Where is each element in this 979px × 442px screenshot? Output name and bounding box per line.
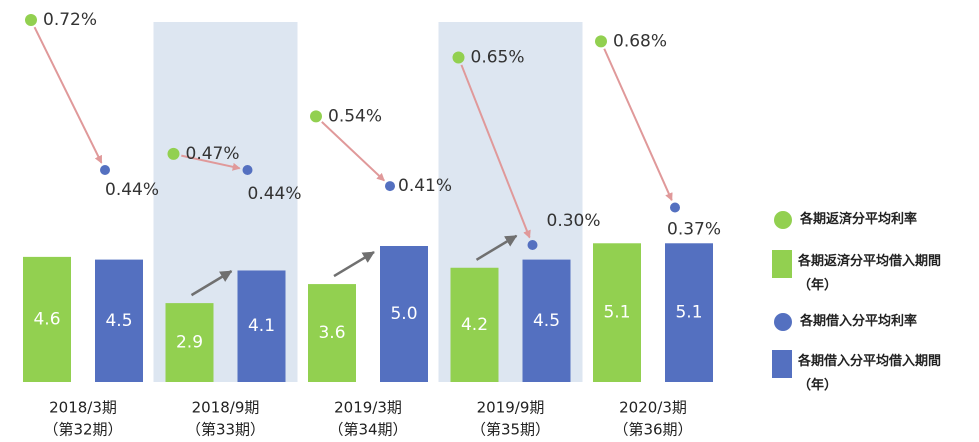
bar-value-label: 5.0 — [390, 304, 417, 324]
trend-arrow — [475, 234, 518, 261]
rate-dot — [670, 202, 680, 213]
rate-value-label: 0.44% — [248, 184, 302, 204]
rate-value-label: 0.44% — [105, 180, 159, 200]
legend-entry: 各期借入分平均借入期間（年） — [772, 350, 972, 398]
legend-swatch — [772, 250, 792, 278]
legend-swatch — [772, 350, 792, 378]
rate-dot — [242, 164, 253, 175]
x-tick-label: 2019/3期 — [334, 399, 402, 417]
bar — [522, 259, 571, 382]
trend-arrow — [190, 270, 233, 297]
bar — [665, 243, 713, 382]
legend-label: 各期借入分平均利率 — [800, 314, 918, 329]
rate-arrow — [460, 64, 531, 239]
rate-dot — [385, 181, 395, 192]
bar — [165, 303, 214, 382]
legend-swatch — [774, 211, 792, 229]
rate-value-label: 0.68% — [613, 31, 667, 51]
rate-value-label: 0.65% — [471, 47, 525, 67]
rate-dot — [310, 110, 322, 123]
bar — [95, 259, 143, 382]
rate-value-label: 0.30% — [547, 211, 601, 231]
bar-value-label: 4.5 — [105, 311, 132, 331]
bar — [450, 267, 499, 382]
bar — [593, 243, 641, 382]
x-tick-label: 2020/3期 — [619, 399, 687, 417]
bar-value-label: 5.1 — [603, 303, 630, 323]
bar — [380, 246, 428, 382]
rate-value-label: 0.72% — [43, 10, 97, 30]
legend-label: 各期借入分平均借入期間（年） — [798, 354, 942, 393]
bar — [23, 256, 71, 382]
rate-value-label: 0.37% — [667, 219, 721, 239]
legend-entry: 各期返済分平均利率 — [772, 208, 972, 232]
rate-arrow — [181, 154, 241, 171]
x-tick-sublabel: （第35期） — [471, 421, 550, 439]
bar-value-label: 4.6 — [33, 309, 60, 329]
trend-arrow — [333, 251, 375, 278]
bar — [237, 270, 286, 382]
x-tick-sublabel: （第32期） — [43, 421, 122, 439]
x-tick-label: 2018/9期 — [192, 399, 260, 417]
rate-arrow — [321, 121, 385, 182]
bar-value-label: 4.2 — [461, 315, 488, 335]
rate-dot — [527, 239, 538, 250]
legend-entry: 各期返済分平均借入期間（年） — [772, 250, 972, 298]
x-tick-label: 2018/3期 — [49, 399, 117, 417]
rate-dot — [100, 164, 110, 175]
bar — [308, 284, 356, 382]
bar-value-label: 5.1 — [675, 303, 702, 323]
bar-value-label: 3.6 — [318, 323, 345, 343]
rate-dot — [595, 35, 607, 48]
rate-dot — [452, 51, 465, 64]
rate-arrow — [33, 26, 103, 164]
bar-value-label: 4.5 — [533, 311, 560, 331]
x-tick-sublabel: （第33期） — [186, 421, 265, 439]
bar-value-label: 2.9 — [176, 333, 203, 353]
rate-dot — [25, 13, 37, 26]
legend-label: 各期返済分平均借入期間（年） — [798, 254, 942, 293]
legend-label: 各期返済分平均利率 — [800, 212, 918, 227]
x-tick-label: 2019/9期 — [477, 399, 545, 417]
x-tick-sublabel: （第36期） — [613, 421, 692, 439]
rate-arrow — [603, 48, 673, 202]
legend-entry: 各期借入分平均利率 — [772, 310, 972, 334]
x-tick-sublabel: （第34期） — [328, 421, 407, 439]
legend-swatch — [774, 313, 792, 331]
rate-dot — [167, 147, 180, 160]
rate-value-label: 0.47% — [186, 144, 240, 164]
rate-value-label: 0.54% — [328, 106, 382, 126]
rate-value-label: 0.41% — [398, 176, 452, 196]
bar-value-label: 4.1 — [248, 316, 275, 336]
